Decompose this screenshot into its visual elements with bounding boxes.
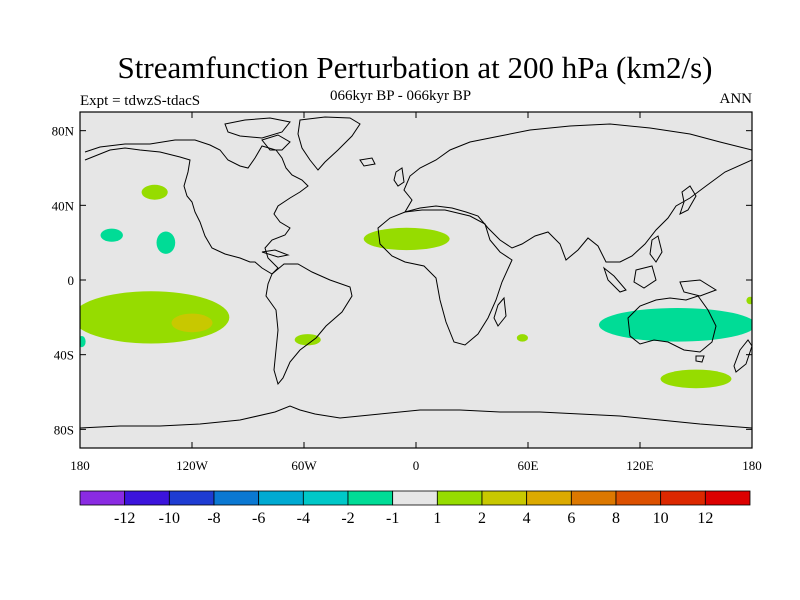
colorbar-label: -1 <box>386 510 399 527</box>
coastline-layer <box>80 116 752 429</box>
coastline-greenland <box>297 116 361 171</box>
coastline-borneo <box>633 265 657 289</box>
colorbar-swatch-11 <box>570 490 617 506</box>
coastline-new-zealand <box>733 339 752 373</box>
coastline-uk <box>393 167 405 187</box>
coastline-philippines <box>649 235 663 263</box>
colorbar-swatch-1 <box>124 490 170 506</box>
anomaly-patch-10 <box>746 296 752 305</box>
colorbar-swatch-12 <box>615 490 662 506</box>
x-tick-label: 120E <box>626 458 654 473</box>
colorbar-swatch-10 <box>526 490 572 506</box>
colorbar-swatch-8 <box>436 490 483 506</box>
y-tick-label: 40N <box>52 198 75 213</box>
coastline-baffin <box>261 134 291 151</box>
coastline-new-guinea <box>679 279 718 297</box>
coastline-australia <box>627 295 717 353</box>
anomaly-patch-5 <box>171 313 213 333</box>
coastline-eurasia <box>403 123 752 263</box>
chart-title: Streamfunction Perturbation at 200 hPa (… <box>117 50 713 85</box>
colorbar-label: -8 <box>207 510 220 527</box>
map-background <box>80 112 752 448</box>
colorbar-label: -12 <box>114 510 135 527</box>
x-tick-label: 180 <box>742 458 762 473</box>
coastline-iceland <box>359 157 376 167</box>
colorbar-label: 6 <box>567 510 575 527</box>
coastline-japan <box>679 185 697 215</box>
colorbar-swatch-5 <box>302 490 349 506</box>
y-tick-label: 80S <box>54 422 74 437</box>
colorbar-swatch-0 <box>79 490 126 506</box>
experiment-label: Expt = tdwzS-tdacS <box>80 93 201 109</box>
anomaly-patch-2 <box>156 231 176 254</box>
anomaly-patch-11 <box>80 336 86 348</box>
coastline-north-america <box>84 139 309 275</box>
coastline-madagascar <box>493 296 507 327</box>
colorbar-label: -10 <box>159 510 180 527</box>
anomaly-patch-1 <box>100 228 123 242</box>
longitude-axis: 180 120W 60W 0 60E 120E 180 <box>70 112 762 473</box>
y-tick-label: 0 <box>68 273 75 288</box>
anomaly-patch-0 <box>141 184 168 200</box>
colorbar-swatch-3 <box>213 490 260 506</box>
coastline-antarctica <box>80 405 752 429</box>
x-tick-label: 60E <box>518 458 539 473</box>
colorbar-label: -4 <box>297 510 310 527</box>
latitude-axis: 80N 40N 0 40S 80S <box>52 124 752 437</box>
colorbar-label: 1 <box>433 510 441 527</box>
colorbar-label: -6 <box>252 510 265 527</box>
anomaly-patch-3 <box>363 227 450 251</box>
chart-subtitle: 066kyr BP - 066kyr BP <box>330 88 472 104</box>
colorbar-swatch-2 <box>168 490 215 506</box>
anomaly-patch-8 <box>598 308 752 342</box>
coastline-caribbean <box>261 249 290 258</box>
colorbar-label: 12 <box>697 510 713 527</box>
colorbar: -12 -10 -8 -6 -4 -2 -1 1 2 4 6 8 10 12 <box>79 490 751 527</box>
colorbar-label: 8 <box>612 510 620 527</box>
colorbar-swatch-4 <box>258 490 304 506</box>
anomaly-patch-7 <box>516 334 529 342</box>
y-tick-label: 80N <box>52 124 75 139</box>
coastline-arctic-islands <box>224 117 291 139</box>
x-tick-label: 60W <box>291 458 317 473</box>
colorbar-swatch-9 <box>481 490 528 506</box>
y-tick-label: 40S <box>54 348 74 363</box>
anomaly-patch-6 <box>294 334 321 346</box>
x-tick-label: 120W <box>176 458 209 473</box>
colorbar-label: 4 <box>523 510 531 527</box>
coastline-tasmania <box>695 355 705 363</box>
season-label: ANN <box>719 91 753 107</box>
coastline-africa <box>377 209 513 346</box>
coastline-south-america <box>265 263 353 386</box>
colorbar-swatch-13 <box>660 490 706 506</box>
colorbar-swatch-14 <box>704 490 751 506</box>
x-tick-label: 0 <box>413 458 420 473</box>
colorbar-label: 10 <box>653 510 669 527</box>
colorbar-swatch-6 <box>347 490 394 506</box>
x-tick-label: 180 <box>70 458 90 473</box>
colorbar-label: 2 <box>478 510 486 527</box>
coastline-sumatra <box>602 266 627 293</box>
anomaly-patch-9 <box>660 369 732 389</box>
colorbar-swatch-7 <box>392 490 438 506</box>
colorbar-label: -2 <box>341 510 354 527</box>
